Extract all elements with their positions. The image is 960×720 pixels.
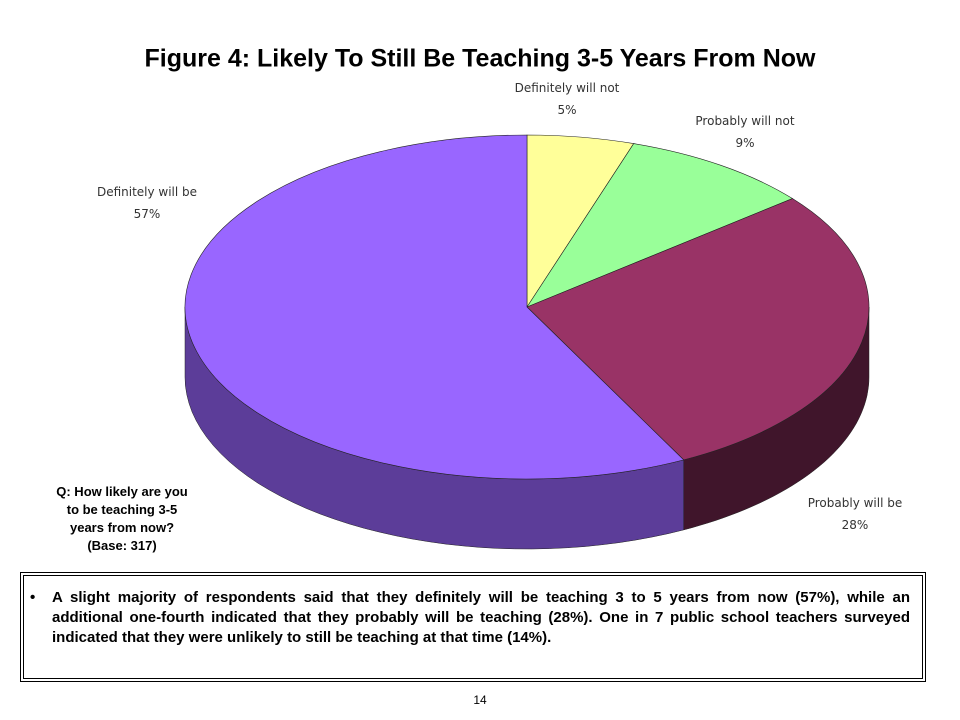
slice-label: Probably will be: [808, 496, 903, 510]
page-number: 14: [473, 693, 487, 707]
question-line: to be teaching 3-5: [67, 502, 178, 517]
question-line: Q: How likely are you: [56, 484, 188, 499]
summary-text: A slight majority of respondents said th…: [52, 589, 910, 646]
slice-label: Probably will not: [695, 114, 794, 128]
chart-title: Figure 4: Likely To Still Be Teaching 3-…: [144, 45, 816, 73]
slice-value-label: 5%: [557, 103, 576, 117]
question-line: years from now?: [70, 520, 174, 535]
slice-label: Definitely will be: [97, 185, 197, 199]
slice-value-label: 9%: [735, 136, 754, 150]
summary-box: [20, 572, 926, 682]
bullet: •: [30, 589, 36, 606]
slice: [526, 143, 794, 308]
slice: [526, 198, 870, 461]
slice-label: Definitely will not: [515, 81, 620, 95]
slice: [184, 134, 685, 480]
slice-value-label: 57%: [134, 207, 161, 221]
chart: Figure 4: Likely To Still Be Teaching 3-…: [56, 45, 903, 553]
slice-value-label: 28%: [842, 518, 869, 532]
question-line: (Base: 317): [87, 538, 156, 553]
